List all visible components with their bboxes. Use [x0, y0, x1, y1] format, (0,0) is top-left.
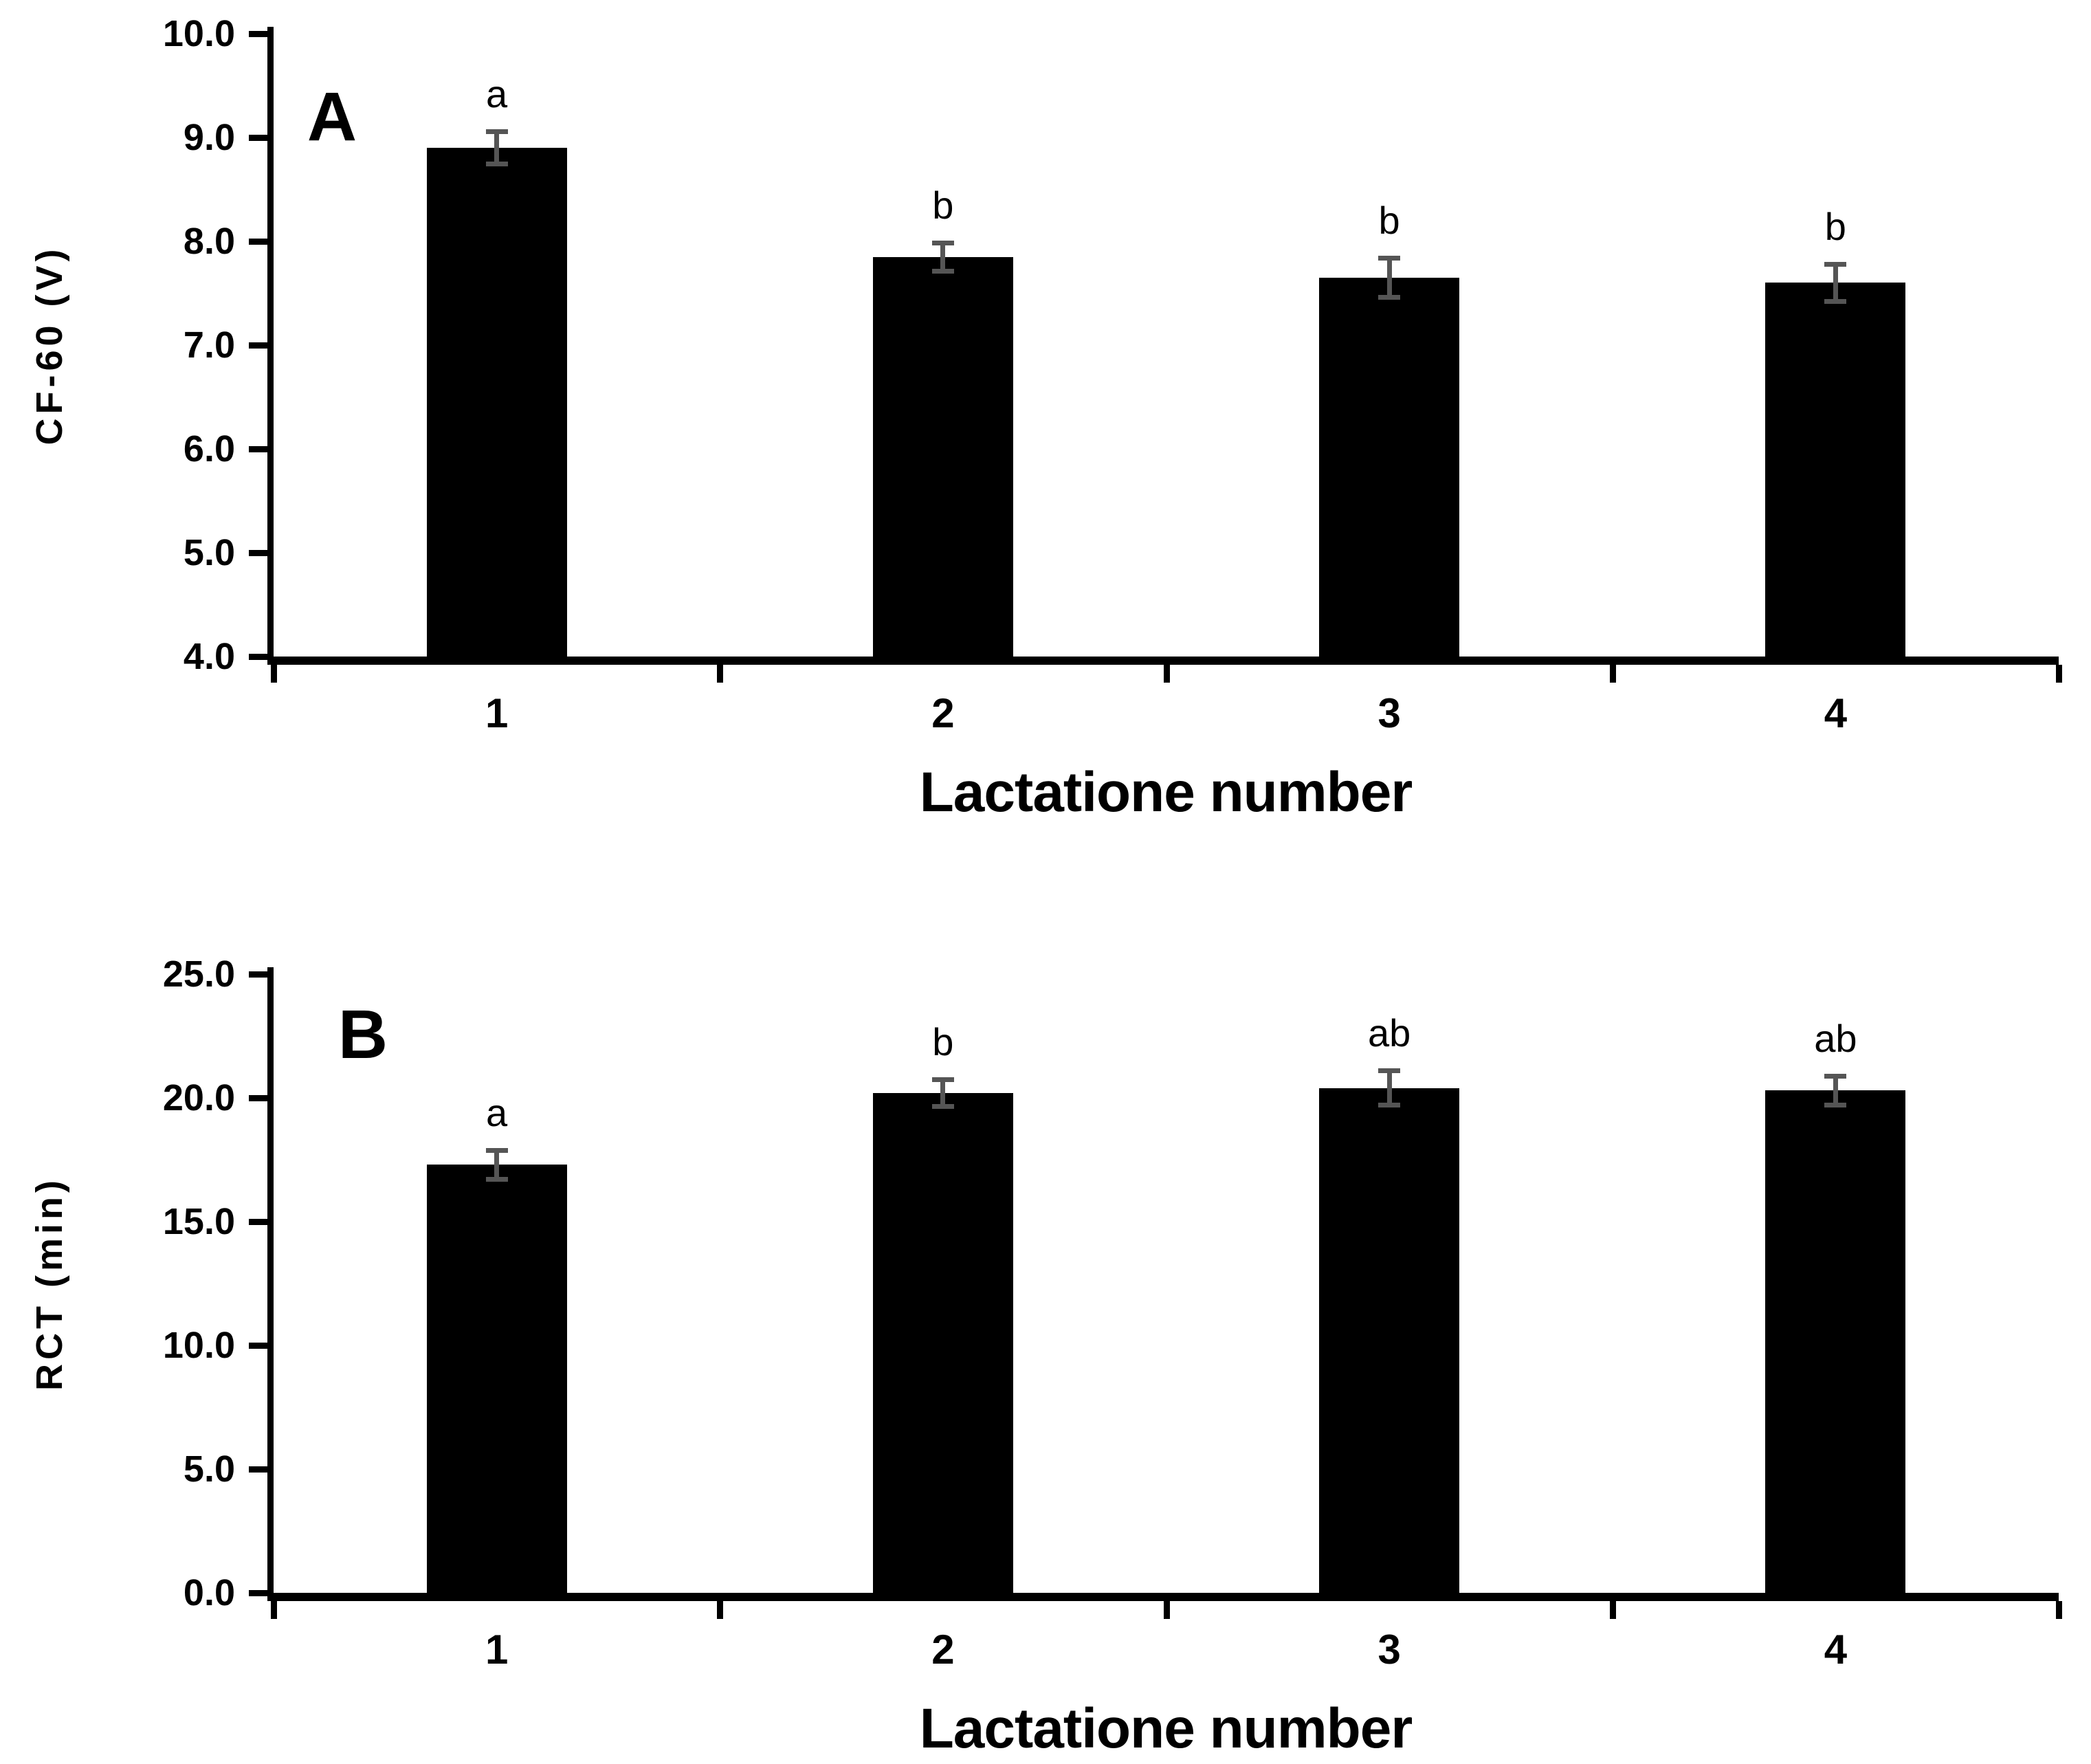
error-bar-cap-bottom [1824, 298, 1847, 304]
y-tick-label: 10.0 [162, 13, 235, 54]
error-bar-line [494, 1149, 500, 1180]
x-axis-title-b: Lactatione number [919, 1697, 1413, 1760]
x-tick-mark [717, 1601, 724, 1619]
x-tick-mark [717, 665, 724, 683]
x-tick-label: 3 [1378, 1627, 1401, 1673]
error-bar-cap-bottom [1378, 1102, 1401, 1107]
sig-letter: b [932, 183, 954, 227]
y-tick-mark [249, 654, 267, 660]
y-tick-label: 15.0 [162, 1201, 235, 1242]
bar [426, 1165, 567, 1593]
error-bar-cap-top [485, 129, 508, 134]
error-bar-line [1386, 258, 1392, 298]
x-axis-line [267, 1593, 2059, 1601]
x-tick-label: 1 [485, 1627, 509, 1673]
bar [426, 148, 567, 657]
error-bar-cap-top [1378, 1068, 1401, 1074]
x-tick-mark [1163, 1601, 1170, 1619]
y-tick-mark [249, 971, 267, 978]
error-bar-cap-top [1378, 256, 1401, 261]
error-bar-cap-top [1824, 1073, 1847, 1079]
x-tick-mark [2056, 665, 2062, 683]
y-tick-mark [249, 446, 267, 452]
sig-letter: b [1378, 199, 1400, 243]
y-tick-mark [249, 1095, 267, 1101]
error-bar-line [1833, 264, 1838, 302]
y-tick-label: 6.0 [183, 428, 235, 470]
y-tick-mark [249, 1590, 267, 1596]
error-bar-cap-top [931, 240, 954, 245]
x-tick-label: 4 [1824, 1627, 1848, 1673]
y-tick-label: 0.0 [183, 1572, 235, 1613]
error-bar-cap-top [1824, 262, 1847, 267]
x-tick-mark [1609, 1601, 1616, 1619]
y-tick-label: 4.0 [183, 636, 235, 677]
x-tick-mark [1609, 665, 1616, 683]
error-bar-cap-bottom [485, 1176, 508, 1182]
sig-letter: ab [1367, 1011, 1411, 1055]
error-bar-cap-bottom [931, 268, 954, 274]
y-tick-mark [249, 1466, 267, 1473]
y-tick-mark [249, 1219, 267, 1225]
y-tick-label: 9.0 [183, 117, 235, 158]
y-tick-mark [249, 239, 267, 245]
error-bar-cap-bottom [1378, 294, 1401, 300]
x-tick-label: 2 [931, 690, 955, 736]
sig-letter: b [1824, 205, 1846, 249]
y-tick-mark [249, 550, 267, 556]
x-axis-title-a: Lactatione number [919, 761, 1413, 824]
y-tick-label: 7.0 [183, 324, 235, 366]
error-bar-cap-top [485, 1147, 508, 1153]
x-tick-label: 4 [1824, 690, 1848, 736]
y-tick-mark [249, 31, 267, 37]
x-axis-line [267, 657, 2059, 665]
y-tick-mark [249, 135, 267, 141]
x-tick-label: 3 [1378, 690, 1401, 736]
x-tick-mark [271, 665, 277, 683]
x-tick-mark [271, 1601, 277, 1619]
y-tick-label: 5.0 [183, 1448, 235, 1490]
error-bar-cap-bottom [1824, 1102, 1847, 1107]
y-tick-label: 20.0 [162, 1077, 235, 1118]
sig-letter: a [486, 1090, 508, 1134]
bar [872, 1092, 1013, 1593]
error-bar-line [940, 1079, 946, 1107]
bar [1319, 1088, 1460, 1593]
error-bar-cap-top [931, 1077, 954, 1082]
y-tick-label: 5.0 [183, 532, 235, 573]
error-bar-line [940, 242, 946, 272]
bar [872, 256, 1013, 657]
y-axis-line [267, 967, 274, 1601]
sig-letter: b [932, 1020, 954, 1063]
x-tick-label: 1 [485, 690, 509, 736]
error-bar-cap-bottom [485, 162, 508, 167]
sig-letter: ab [1814, 1016, 1857, 1060]
error-bar-cap-bottom [931, 1103, 954, 1109]
error-bar-line [494, 131, 500, 165]
x-tick-mark [1163, 665, 1170, 683]
panel-label-a: A [307, 78, 357, 155]
error-bar-line [1833, 1075, 1838, 1105]
y-tick-mark [249, 1343, 267, 1349]
bar [1765, 283, 1906, 657]
error-bar-line [1386, 1070, 1392, 1105]
sig-letter: a [486, 71, 508, 115]
y-axis-line [267, 27, 274, 665]
y-tick-mark [249, 342, 267, 349]
y-tick-label: 25.0 [162, 953, 235, 995]
y-tick-label: 10.0 [162, 1325, 235, 1366]
panel-label-b: B [338, 996, 388, 1073]
bar [1319, 277, 1460, 657]
bar [1765, 1090, 1906, 1593]
x-tick-label: 2 [931, 1627, 955, 1673]
y-tick-label: 8.0 [183, 221, 235, 262]
x-tick-mark [2056, 1601, 2062, 1619]
